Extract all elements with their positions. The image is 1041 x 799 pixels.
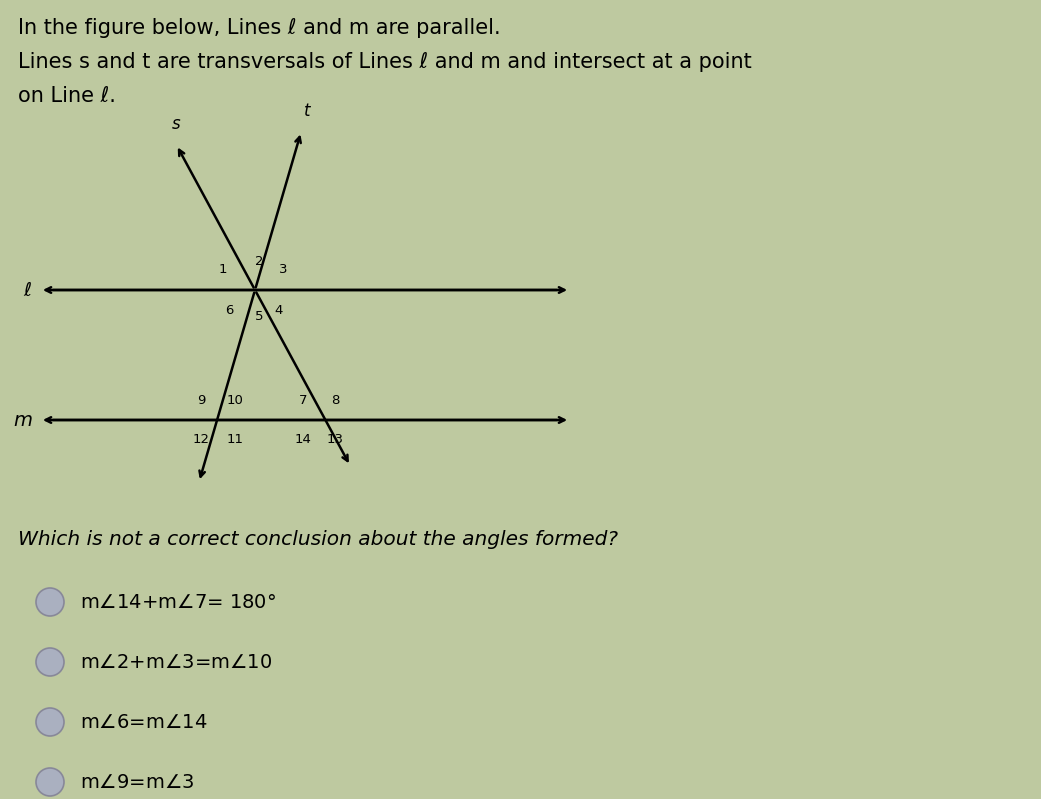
Text: on Line ℓ.: on Line ℓ. (18, 86, 116, 106)
Text: 6: 6 (225, 304, 233, 317)
Text: 13: 13 (327, 433, 344, 446)
Text: s: s (172, 115, 181, 133)
Circle shape (36, 708, 64, 736)
Circle shape (36, 588, 64, 616)
Text: 11: 11 (227, 433, 244, 446)
Text: Lines s and t are transversals of Lines ℓ and m and intersect at a point: Lines s and t are transversals of Lines … (18, 52, 752, 72)
Text: 3: 3 (279, 263, 287, 276)
Text: 7: 7 (299, 394, 308, 407)
Text: In the figure below, Lines ℓ and m are parallel.: In the figure below, Lines ℓ and m are p… (18, 18, 501, 38)
Text: 10: 10 (227, 394, 244, 407)
Text: m$\angle$14+m$\angle$7= 180°: m$\angle$14+m$\angle$7= 180° (80, 593, 276, 611)
Text: 12: 12 (193, 433, 209, 446)
Text: m$\angle$6=m$\angle$14: m$\angle$6=m$\angle$14 (80, 713, 207, 732)
Text: 1: 1 (219, 263, 227, 276)
Text: $\ell$: $\ell$ (23, 280, 32, 300)
Text: 9: 9 (197, 394, 205, 407)
Circle shape (36, 648, 64, 676)
Text: m: m (12, 411, 32, 430)
Text: 5: 5 (255, 310, 263, 323)
Text: 14: 14 (295, 433, 312, 446)
Text: m$\angle$2+m$\angle$3=m$\angle$10: m$\angle$2+m$\angle$3=m$\angle$10 (80, 653, 273, 671)
Text: 2: 2 (255, 255, 263, 268)
Text: 8: 8 (331, 394, 339, 407)
Text: Which is not a correct conclusion about the angles formed?: Which is not a correct conclusion about … (18, 530, 618, 549)
Text: 4: 4 (275, 304, 283, 317)
Text: m$\angle$9=m$\angle$3: m$\angle$9=m$\angle$3 (80, 773, 195, 792)
Circle shape (36, 768, 64, 796)
Text: t: t (304, 101, 310, 120)
